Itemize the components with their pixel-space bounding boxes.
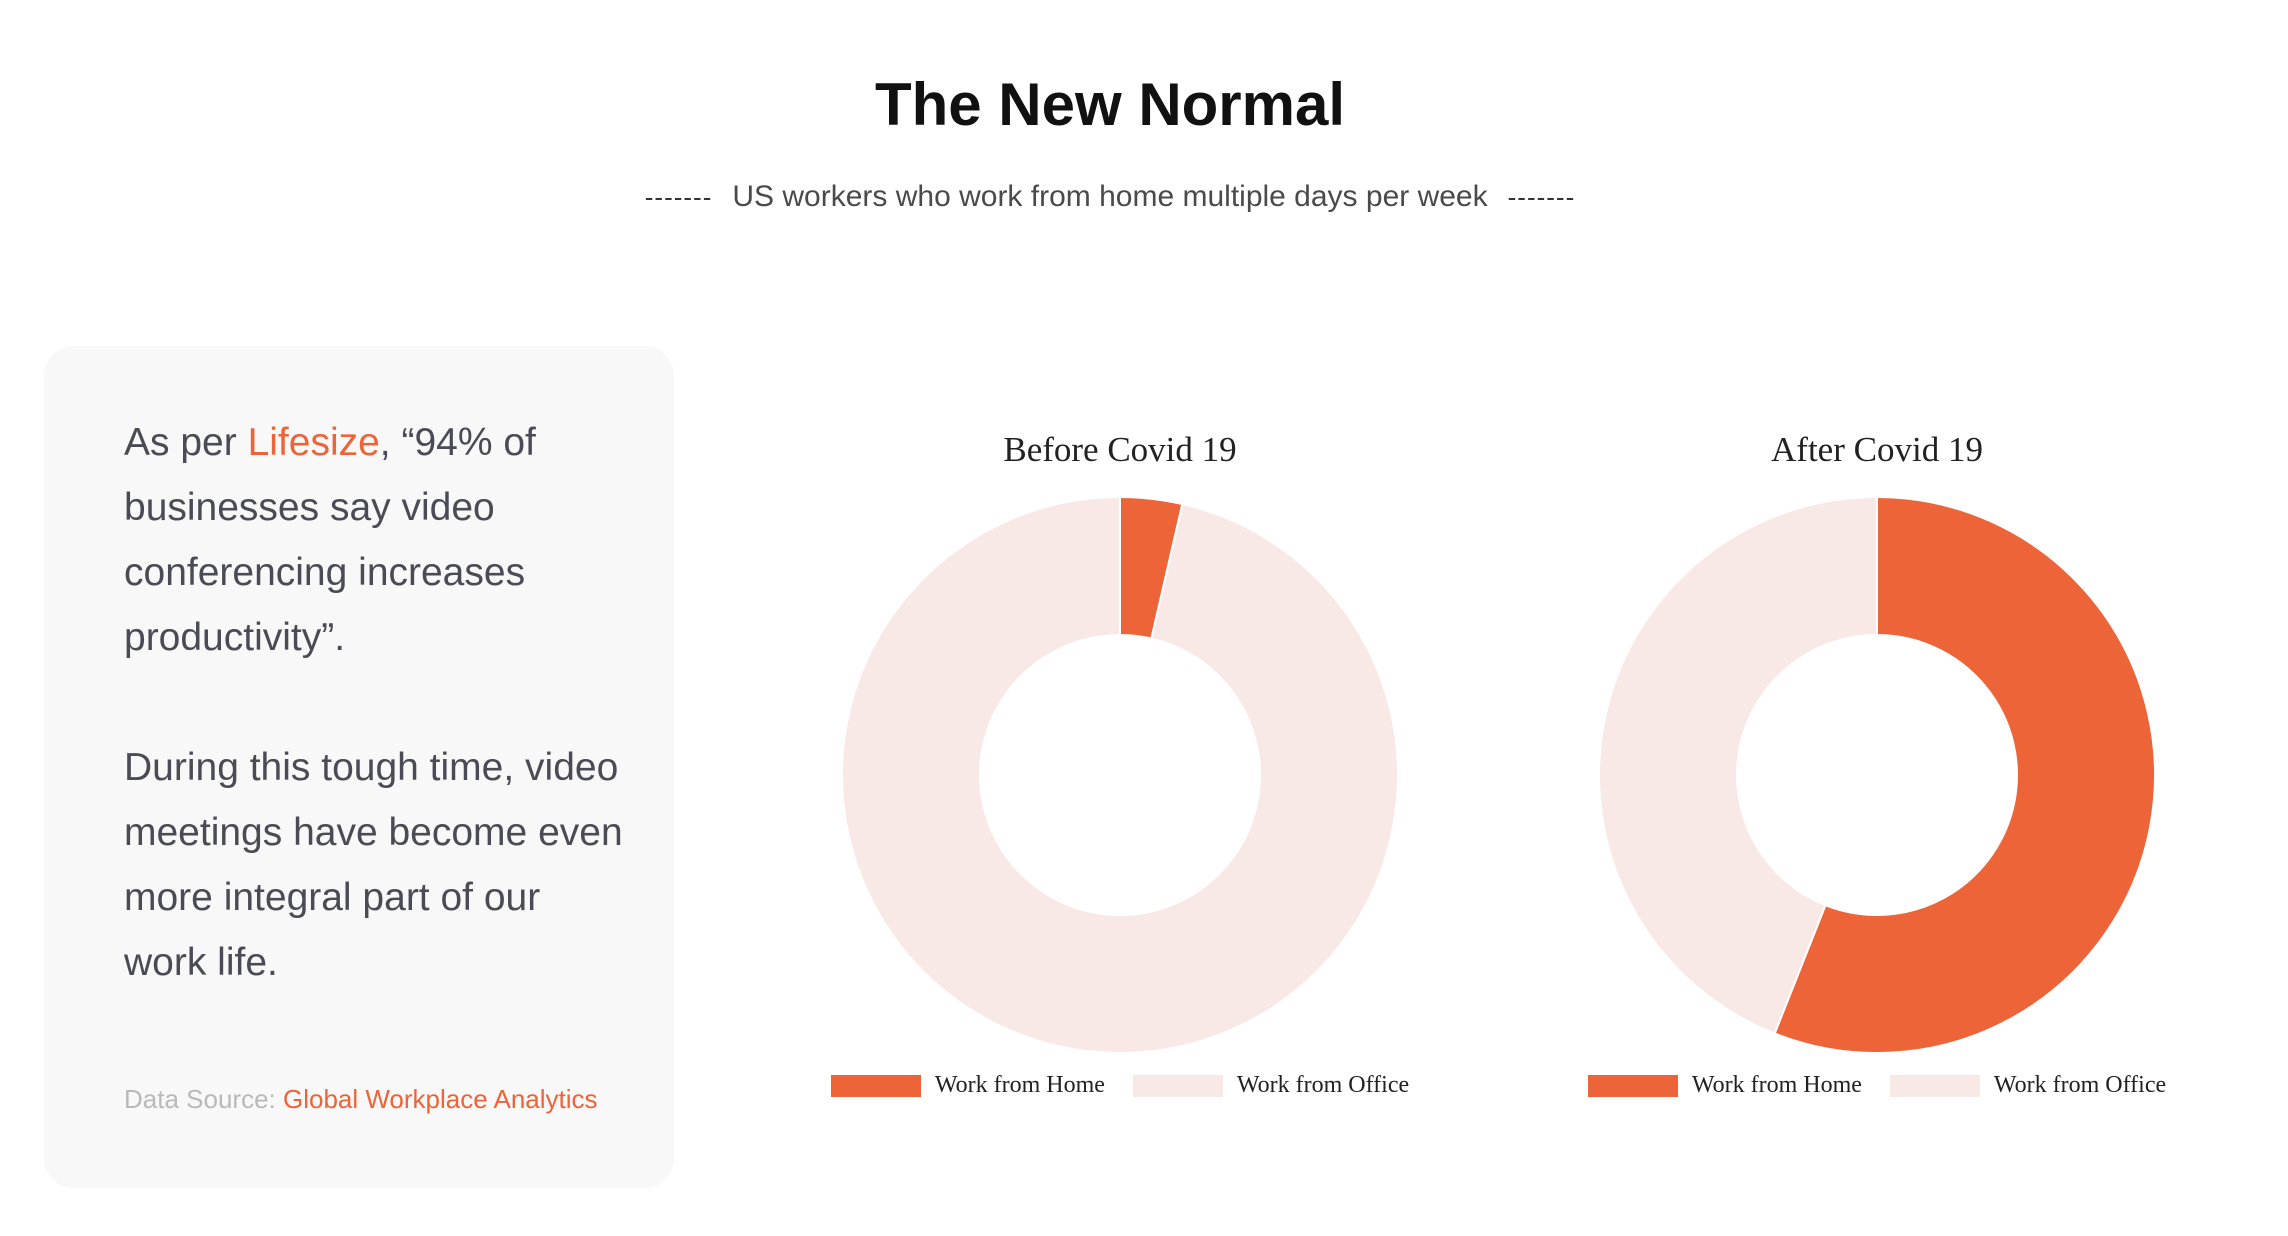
- legend-swatch-home: [1587, 1074, 1678, 1097]
- legend-item-office[interactable]: Work from Office: [1889, 1072, 2167, 1099]
- subtitle-row: ------- US workers who work from home mu…: [0, 180, 2220, 214]
- legend-label-office: Work from Office: [1993, 1072, 2167, 1098]
- legend-item-home[interactable]: Work from Home: [830, 1072, 1105, 1099]
- quote-text: , “94% of businesses say video conferenc…: [124, 421, 536, 659]
- chart-before: Before Covid 19 Work from Home Work from…: [780, 430, 1460, 1130]
- quote-prefix: As per: [124, 421, 248, 464]
- data-source-link[interactable]: Global Workplace Analytics: [282, 1084, 598, 1114]
- data-source: Data Source: Global Workplace Analytics: [124, 1084, 598, 1115]
- page-subtitle: US workers who work from home multiple d…: [732, 180, 1488, 213]
- chart-after: After Covid 19 Work from Home Work from …: [1537, 430, 2217, 1130]
- lifesize-link[interactable]: Lifesize: [247, 421, 380, 464]
- legend-swatch-office: [1889, 1074, 1980, 1097]
- subtitle-dash-left: -------: [644, 181, 713, 212]
- chart-title: Before Covid 19: [1003, 430, 1237, 469]
- context-paragraph: During this tough time, video meetings h…: [124, 746, 623, 984]
- info-card: As per Lifesize, “94% of businesses say …: [44, 346, 674, 1188]
- legend-item-office[interactable]: Work from Office: [1132, 1072, 1410, 1099]
- quote-paragraph: As per Lifesize, “94% of businesses say …: [124, 410, 624, 670]
- legend-swatch-home: [830, 1074, 921, 1097]
- legend-label-office: Work from Office: [1236, 1072, 1410, 1098]
- donut-chart-before: [841, 495, 1399, 1054]
- legend-label-home: Work from Home: [1691, 1072, 1862, 1098]
- legend-swatch-office: [1132, 1074, 1223, 1097]
- chart-legend: Work from Home Work from Office: [1537, 1072, 2217, 1099]
- subtitle-dash-right: -------: [1507, 181, 1576, 212]
- donut-slice-work-from-office[interactable]: [841, 495, 1399, 1054]
- donut-slice-work-from-office[interactable]: [1598, 495, 1878, 1035]
- donut-slice-work-from-home[interactable]: [1773, 495, 2156, 1054]
- data-source-label: Data Source:: [124, 1084, 283, 1114]
- donut-chart-after: [1598, 495, 2156, 1054]
- legend-label-home: Work from Home: [934, 1072, 1105, 1098]
- legend-item-home[interactable]: Work from Home: [1587, 1072, 1862, 1099]
- page-title: The New Normal: [874, 71, 1346, 138]
- chart-legend: Work from Home Work from Office: [780, 1072, 1460, 1099]
- chart-title: After Covid 19: [1771, 430, 1983, 469]
